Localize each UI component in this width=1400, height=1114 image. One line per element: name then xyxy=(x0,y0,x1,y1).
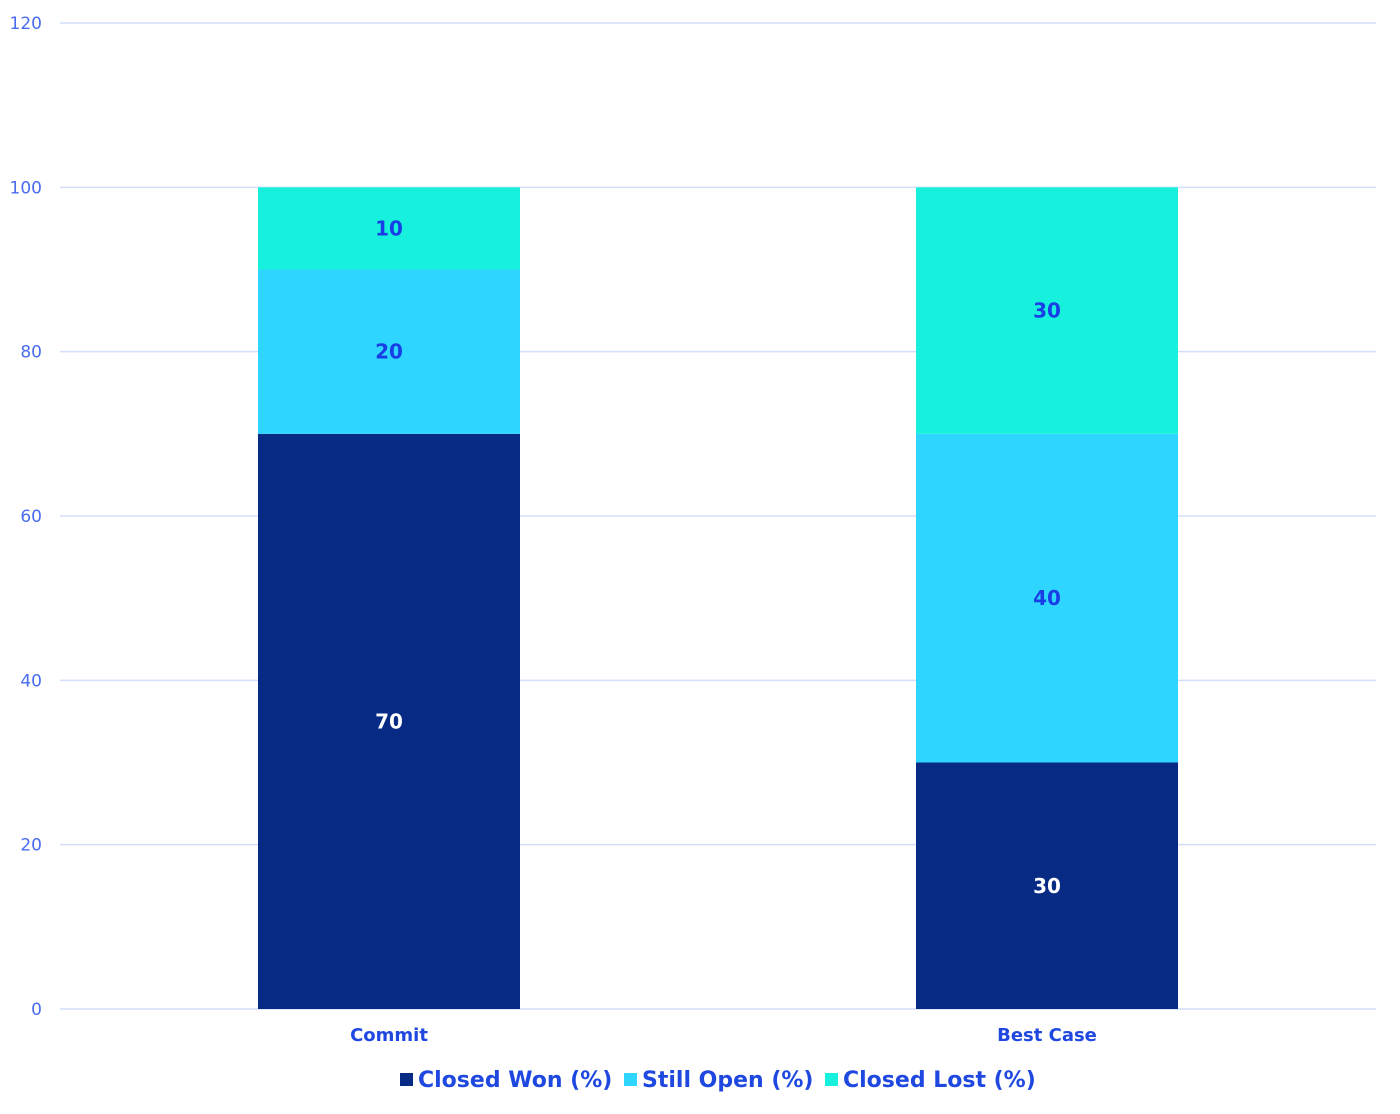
legend-swatch xyxy=(825,1073,838,1086)
x-tick-label: Commit xyxy=(350,1025,428,1046)
data-label: 40 xyxy=(1033,586,1061,610)
data-label: 30 xyxy=(1033,874,1061,898)
data-label: 20 xyxy=(375,340,403,364)
bar-segment xyxy=(916,187,1178,434)
y-tick-label: 40 xyxy=(20,671,42,691)
bar-segment xyxy=(916,433,1178,763)
y-tick-label: 20 xyxy=(20,836,42,856)
x-tick-label: Best Case xyxy=(997,1025,1097,1046)
legend-label: Closed Won (%) xyxy=(418,1068,612,1093)
data-label: 10 xyxy=(375,216,403,240)
legend-label: Still Open (%) xyxy=(642,1068,814,1093)
data-label: 30 xyxy=(1033,299,1061,323)
bar-segment xyxy=(258,187,520,270)
legend-swatch xyxy=(400,1073,413,1086)
legend-swatch xyxy=(624,1073,637,1086)
y-tick-label: 80 xyxy=(20,343,42,363)
y-tick-label: 100 xyxy=(10,178,42,198)
bar-segment xyxy=(916,762,1178,1009)
bar-segment xyxy=(258,269,520,434)
legend-label: Closed Lost (%) xyxy=(843,1068,1036,1093)
y-tick-label: 60 xyxy=(20,507,42,527)
y-tick-label: 120 xyxy=(10,14,42,34)
y-tick-label: 0 xyxy=(31,1000,42,1020)
bar-segment xyxy=(258,433,520,1009)
data-label: 70 xyxy=(375,709,403,733)
